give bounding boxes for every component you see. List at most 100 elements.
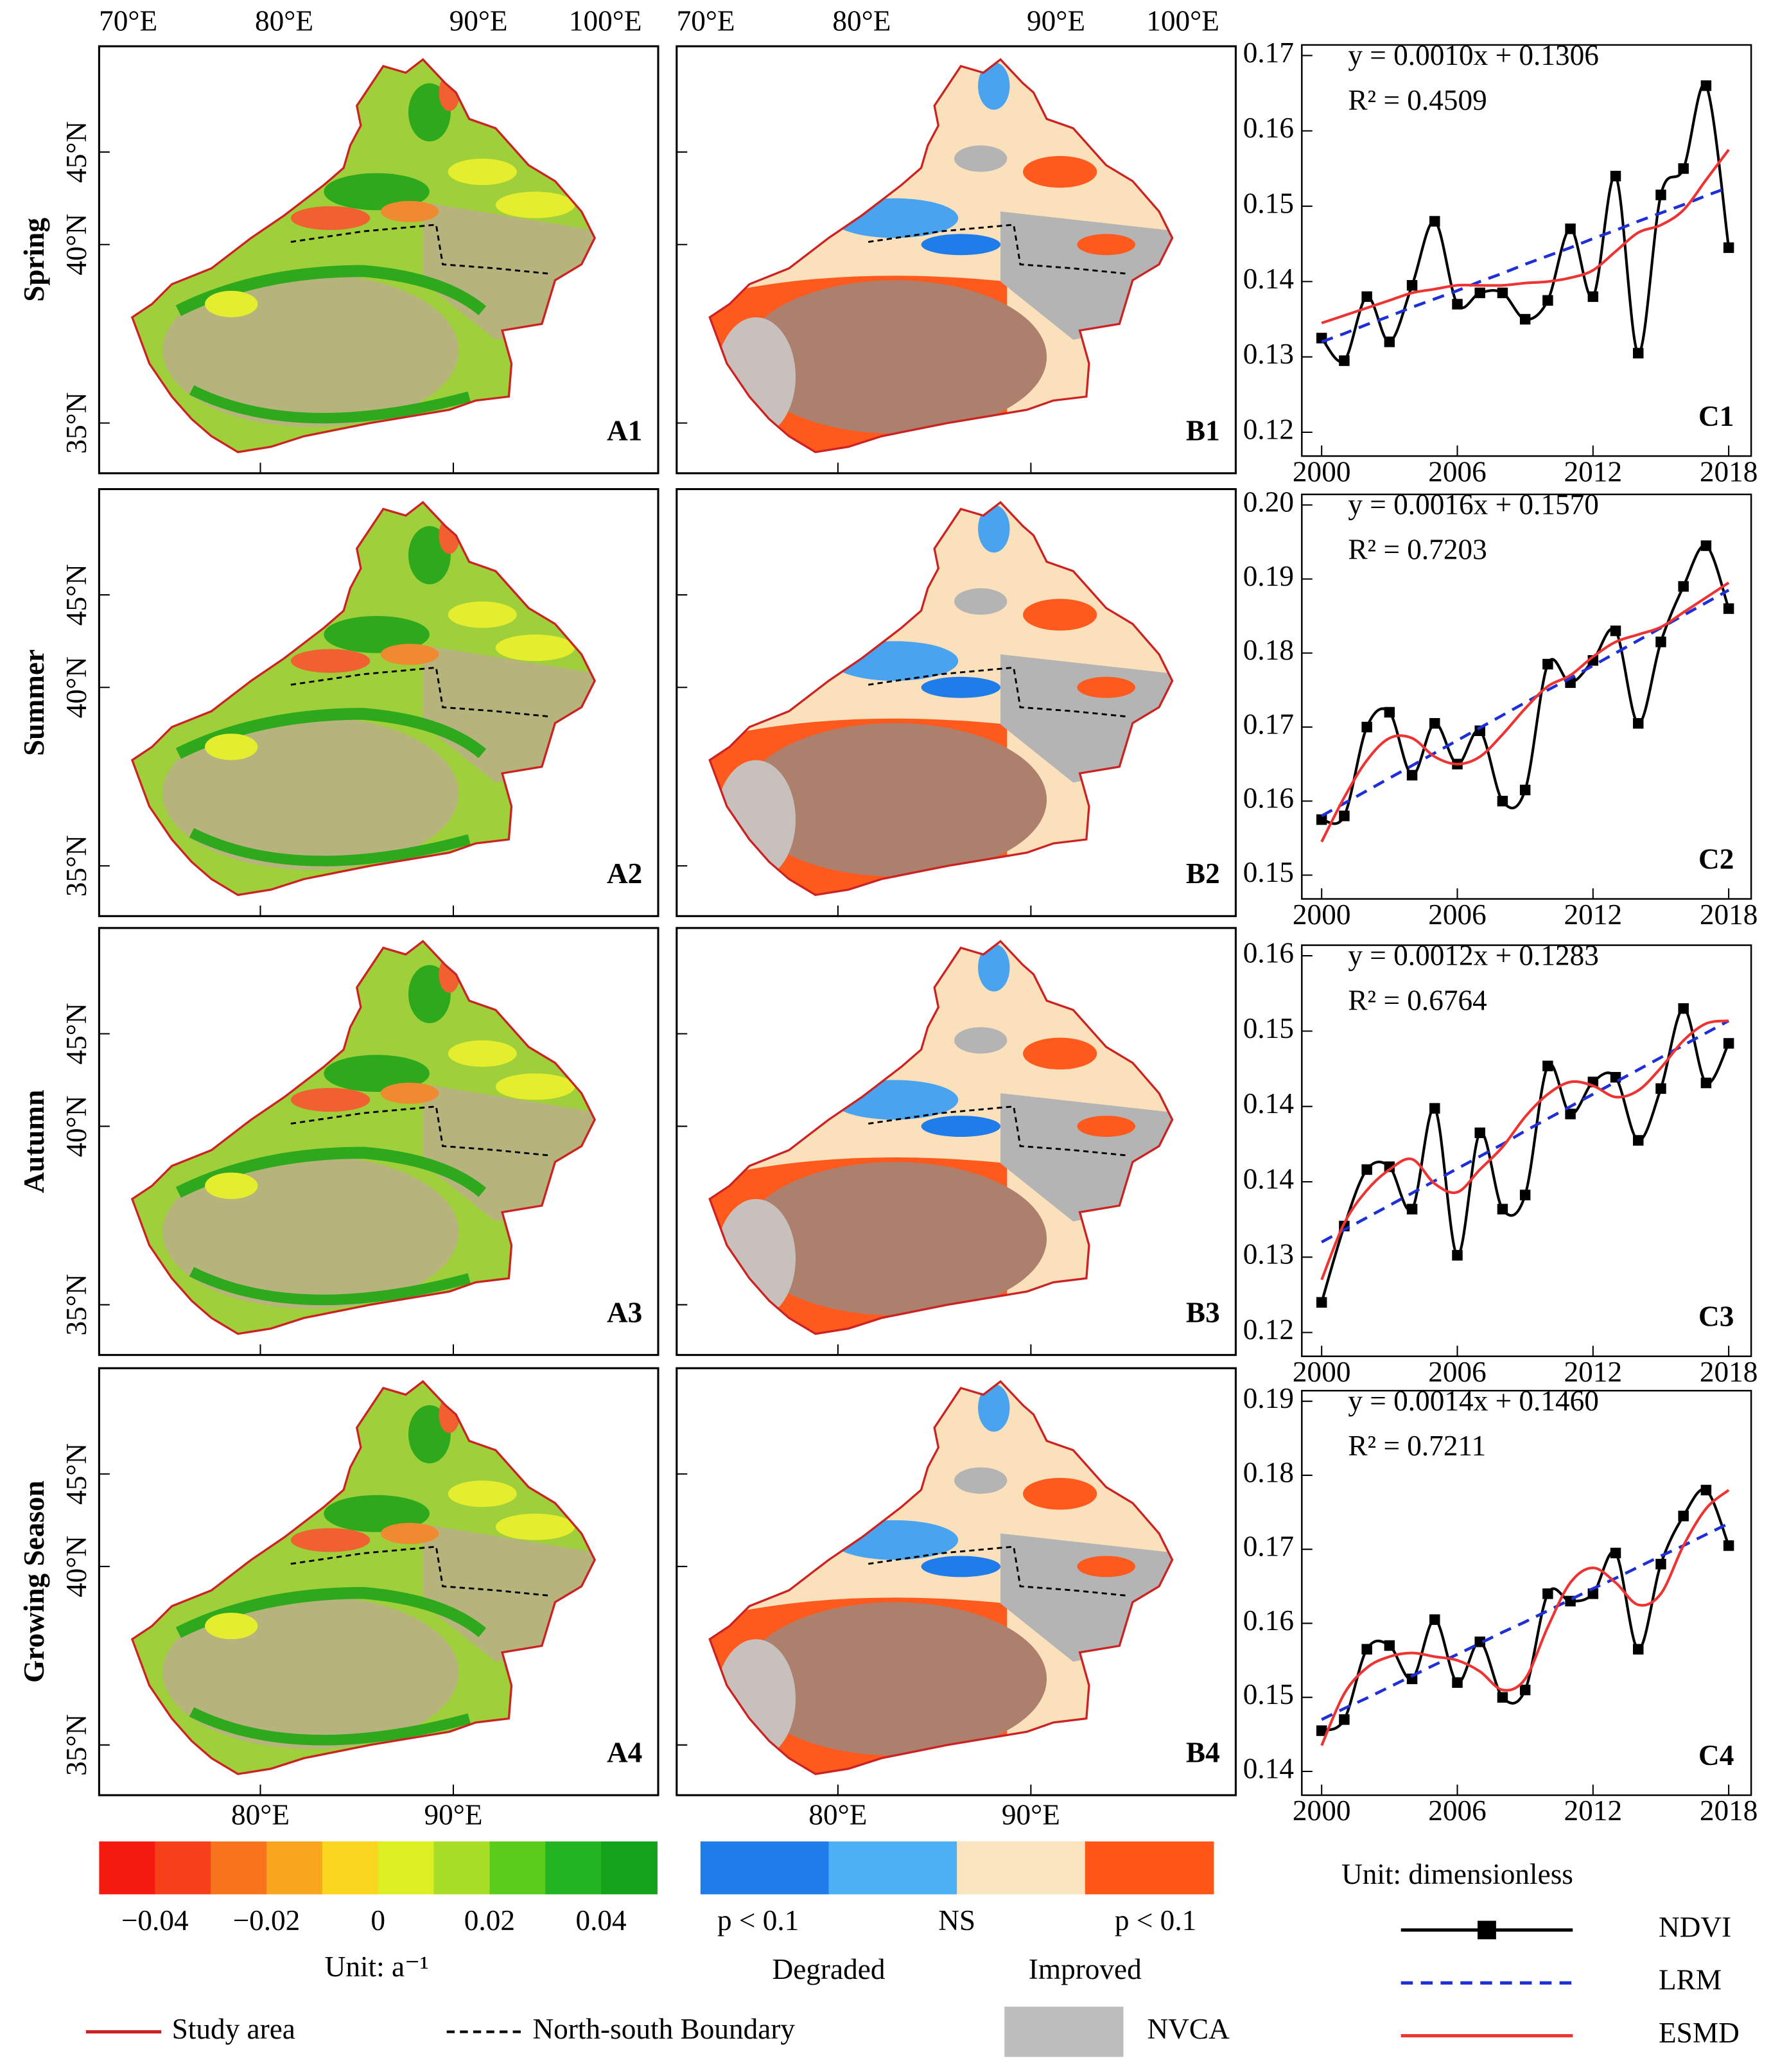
y-tick-label: 0.14: [1243, 1752, 1294, 1784]
lat-tick-label: 35°N: [60, 1274, 92, 1335]
data-point: [1452, 299, 1463, 310]
y-tick-label: 0.16: [1243, 112, 1294, 144]
data-point: [1723, 242, 1734, 253]
data-point: [1655, 189, 1666, 200]
data-point: [1678, 163, 1689, 174]
data-point: [1429, 1103, 1440, 1114]
y-tick-label: 0.14: [1243, 263, 1294, 295]
lat-tick-label: 45°N: [60, 1443, 92, 1505]
data-point: [1700, 1077, 1712, 1089]
colorbar-cell: [99, 1841, 156, 1895]
r-squared: R² = 0.4509: [1348, 84, 1487, 116]
y-tick-label: 0.16: [1243, 936, 1294, 969]
data-point: [1633, 347, 1644, 359]
sig-label: NS: [938, 1904, 975, 1936]
r-squared: R² = 0.6764: [1348, 985, 1487, 1017]
lon-tick-label: 80°E: [832, 4, 891, 37]
sig-cell: [828, 1841, 958, 1895]
x-tick-label: 2018: [1700, 1795, 1758, 1827]
colorbar-cell: [322, 1841, 379, 1895]
y-tick-label: 0.13: [1243, 338, 1294, 370]
data-point: [1406, 1204, 1418, 1215]
data-point: [1497, 796, 1508, 807]
panel-label: C4: [1698, 1739, 1734, 1771]
data-point: [1565, 224, 1576, 234]
lon-tick-label: 90°E: [449, 4, 508, 37]
data-point: [1565, 1109, 1576, 1119]
map: [677, 928, 1235, 1355]
data-point: [1678, 1511, 1689, 1522]
data-point: [1429, 718, 1440, 729]
lon-tick-label: 90°E: [424, 1798, 482, 1831]
lon-tick-label: 70°E: [99, 4, 157, 37]
y-tick-label: 0.14: [1243, 1163, 1294, 1195]
lon-tick-label: 80°E: [231, 1798, 290, 1831]
data-point: [1339, 811, 1350, 821]
data-point: [1452, 1250, 1463, 1261]
data-point: [1474, 1637, 1485, 1647]
north-south-boundary: [290, 1545, 549, 1597]
colorbar-cell: [489, 1841, 546, 1895]
y-tick-label: 0.17: [1243, 708, 1294, 740]
lat-tick-label: 40°N: [60, 214, 92, 276]
data-point: [1700, 80, 1712, 91]
r-squared: R² = 0.7203: [1348, 534, 1487, 566]
data-point: [1339, 355, 1350, 366]
plot-frame: [1301, 493, 1752, 900]
series-line: [1321, 1019, 1730, 1243]
legend-label: ESMD: [1659, 2017, 1740, 2049]
north-south-boundary: [290, 1105, 549, 1157]
north-south-boundary: [868, 1105, 1126, 1157]
data-point: [1610, 625, 1621, 637]
data-point: [1429, 1614, 1440, 1625]
panel-label: B4: [1186, 1737, 1220, 1769]
map: [99, 489, 657, 917]
data-point: [1339, 1714, 1350, 1725]
equation: y = 0.0016x + 0.1570: [1348, 489, 1599, 521]
colorbar-cell: [433, 1841, 491, 1895]
north-south-boundary: [868, 224, 1126, 275]
sig-cell: [700, 1841, 830, 1895]
x-tick-label: 2000: [1293, 455, 1351, 487]
x-tick-label: 2000: [1293, 1356, 1351, 1388]
data-point: [1497, 287, 1508, 299]
equation: y = 0.0010x + 0.1306: [1348, 39, 1599, 71]
y-tick-label: 0.15: [1243, 1012, 1294, 1044]
study-area-label: Study area: [172, 2013, 295, 2045]
nvca-swatch: [1004, 2006, 1124, 2057]
north-south-boundary: [868, 1545, 1126, 1597]
panel-label: C2: [1698, 843, 1734, 875]
data-point: [1406, 280, 1418, 291]
colorbar-tick-label: −0.02: [233, 1904, 301, 1936]
legend-label: LRM: [1659, 1964, 1722, 1996]
data-point: [1633, 1644, 1644, 1655]
north-south-boundary: [868, 666, 1126, 717]
data-point: [1542, 658, 1553, 670]
y-tick-label: 0.14: [1243, 1087, 1294, 1119]
legends: Study area North-south Boundary NVCA Uni…: [85, 1841, 1740, 2057]
data-point: [1655, 1559, 1666, 1570]
y-tick-label: 0.17: [1243, 37, 1294, 69]
panel-label: B3: [1186, 1296, 1220, 1328]
colorbar-unit: Unit: a⁻¹: [325, 1951, 429, 1983]
plot-frame: [1301, 44, 1752, 457]
data-point: [1361, 721, 1372, 733]
lat-tick-label: 45°N: [60, 1003, 92, 1064]
unit-label: Unit: dimensionless: [1341, 1858, 1573, 1890]
colorbar-cell: [211, 1841, 267, 1895]
lat-tick-label: 35°N: [60, 392, 92, 454]
data-point: [1542, 1588, 1553, 1599]
lat-tick-label: 40°N: [60, 1096, 92, 1157]
data-point: [1610, 1547, 1621, 1559]
panel-label: B1: [1186, 414, 1220, 446]
y-tick-label: 0.16: [1243, 782, 1294, 814]
series-line: [1320, 82, 1731, 364]
y-tick-label: 0.16: [1243, 1604, 1294, 1637]
x-tick-label: 2012: [1564, 899, 1623, 931]
colorbar-tick-label: −0.04: [121, 1904, 189, 1936]
y-tick-label: 0.12: [1243, 413, 1294, 445]
r-squared: R² = 0.7211: [1348, 1430, 1486, 1462]
data-point: [1519, 1684, 1531, 1696]
x-tick-label: 2018: [1700, 455, 1758, 487]
